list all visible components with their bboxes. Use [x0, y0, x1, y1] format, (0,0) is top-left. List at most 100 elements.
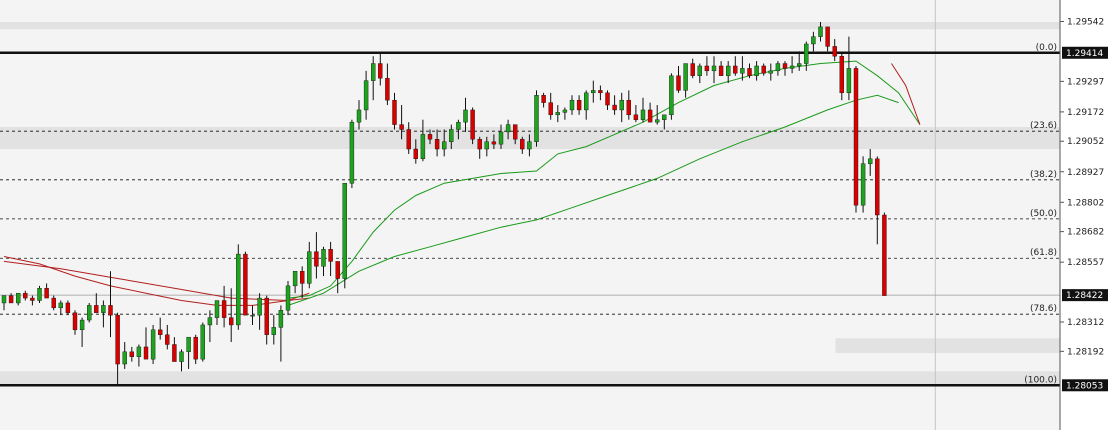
- candle[interactable]: [832, 39, 837, 62]
- candle[interactable]: [584, 90, 589, 120]
- candle[interactable]: [470, 107, 475, 145]
- candle[interactable]: [747, 63, 752, 79]
- candle[interactable]: [697, 63, 702, 84]
- candle[interactable]: [37, 285, 42, 303]
- candle[interactable]: [740, 56, 745, 81]
- candle[interactable]: [214, 300, 220, 325]
- candle[interactable]: [576, 95, 582, 115]
- candle[interactable]: [768, 63, 773, 81]
- candle[interactable]: [371, 56, 376, 101]
- candle[interactable]: [314, 232, 319, 279]
- candle[interactable]: [8, 293, 14, 304]
- candle[interactable]: [846, 36, 852, 101]
- candle[interactable]: [434, 129, 440, 157]
- candle[interactable]: [356, 100, 362, 130]
- candle[interactable]: [619, 92, 624, 123]
- candle[interactable]: [186, 336, 191, 369]
- candle[interactable]: [761, 63, 766, 76]
- candle[interactable]: [477, 136, 482, 159]
- candle[interactable]: [79, 317, 85, 347]
- candle[interactable]: [292, 270, 298, 294]
- candle[interactable]: [16, 292, 21, 306]
- candle[interactable]: [392, 92, 397, 130]
- candle[interactable]: [782, 61, 788, 76]
- candle[interactable]: [157, 317, 163, 340]
- candle[interactable]: [449, 124, 454, 150]
- candle[interactable]: [676, 65, 681, 93]
- candle[interactable]: [548, 92, 553, 120]
- candle[interactable]: [108, 271, 113, 338]
- candle[interactable]: [65, 300, 71, 316]
- candle[interactable]: [349, 119, 355, 189]
- candle[interactable]: [718, 61, 724, 76]
- candle[interactable]: [300, 266, 305, 299]
- candle[interactable]: [335, 261, 340, 294]
- candle[interactable]: [150, 324, 156, 365]
- candle[interactable]: [811, 31, 816, 52]
- candle[interactable]: [278, 305, 284, 362]
- candle[interactable]: [818, 21, 823, 42]
- candle[interactable]: [129, 346, 135, 362]
- candle[interactable]: [236, 244, 241, 330]
- candle[interactable]: [72, 310, 78, 335]
- candle[interactable]: [704, 56, 710, 76]
- candle[interactable]: [385, 63, 390, 106]
- candle[interactable]: [413, 139, 418, 164]
- candle[interactable]: [122, 342, 127, 369]
- candle[interactable]: [647, 102, 653, 123]
- candle[interactable]: [23, 290, 28, 301]
- candle[interactable]: [860, 156, 866, 213]
- candle[interactable]: [378, 53, 383, 86]
- candle[interactable]: [363, 70, 369, 120]
- candle[interactable]: [30, 295, 35, 306]
- candle[interactable]: [1, 295, 7, 311]
- candle[interactable]: [569, 95, 575, 115]
- candle[interactable]: [598, 85, 603, 101]
- candle[interactable]: [491, 134, 497, 150]
- candle[interactable]: [115, 312, 120, 387]
- candle[interactable]: [165, 324, 170, 350]
- candle[interactable]: [243, 251, 248, 316]
- candle[interactable]: [839, 53, 844, 101]
- candle[interactable]: [257, 293, 262, 330]
- candle[interactable]: [328, 241, 333, 277]
- candle[interactable]: [626, 90, 631, 120]
- candle[interactable]: [555, 105, 560, 123]
- candle[interactable]: [562, 107, 568, 120]
- candle[interactable]: [513, 124, 518, 145]
- candle[interactable]: [456, 119, 461, 140]
- candle[interactable]: [882, 212, 887, 296]
- candle[interactable]: [200, 322, 206, 362]
- candle[interactable]: [250, 305, 255, 325]
- candle[interactable]: [612, 95, 617, 115]
- candle[interactable]: [51, 295, 56, 311]
- candle[interactable]: [541, 92, 546, 108]
- candle[interactable]: [399, 105, 404, 140]
- candle[interactable]: [655, 105, 660, 125]
- candle[interactable]: [853, 65, 859, 213]
- candle[interactable]: [143, 327, 149, 360]
- candle[interactable]: [633, 105, 639, 123]
- candle[interactable]: [44, 283, 49, 299]
- candle[interactable]: [789, 56, 795, 74]
- candle[interactable]: [442, 129, 447, 157]
- candle[interactable]: [172, 337, 177, 362]
- candle[interactable]: [726, 61, 731, 84]
- candle[interactable]: [101, 300, 106, 328]
- candle[interactable]: [520, 136, 525, 154]
- candle[interactable]: [420, 119, 426, 162]
- candle[interactable]: [207, 310, 213, 343]
- candle[interactable]: [271, 315, 276, 345]
- candle[interactable]: [669, 73, 674, 120]
- candle[interactable]: [640, 97, 646, 123]
- candle[interactable]: [94, 293, 99, 313]
- candle[interactable]: [875, 156, 880, 245]
- candle[interactable]: [825, 26, 830, 52]
- candle[interactable]: [179, 349, 184, 372]
- candle[interactable]: [868, 149, 873, 176]
- candle[interactable]: [136, 344, 142, 367]
- candle[interactable]: [228, 288, 234, 343]
- candle[interactable]: [285, 280, 291, 316]
